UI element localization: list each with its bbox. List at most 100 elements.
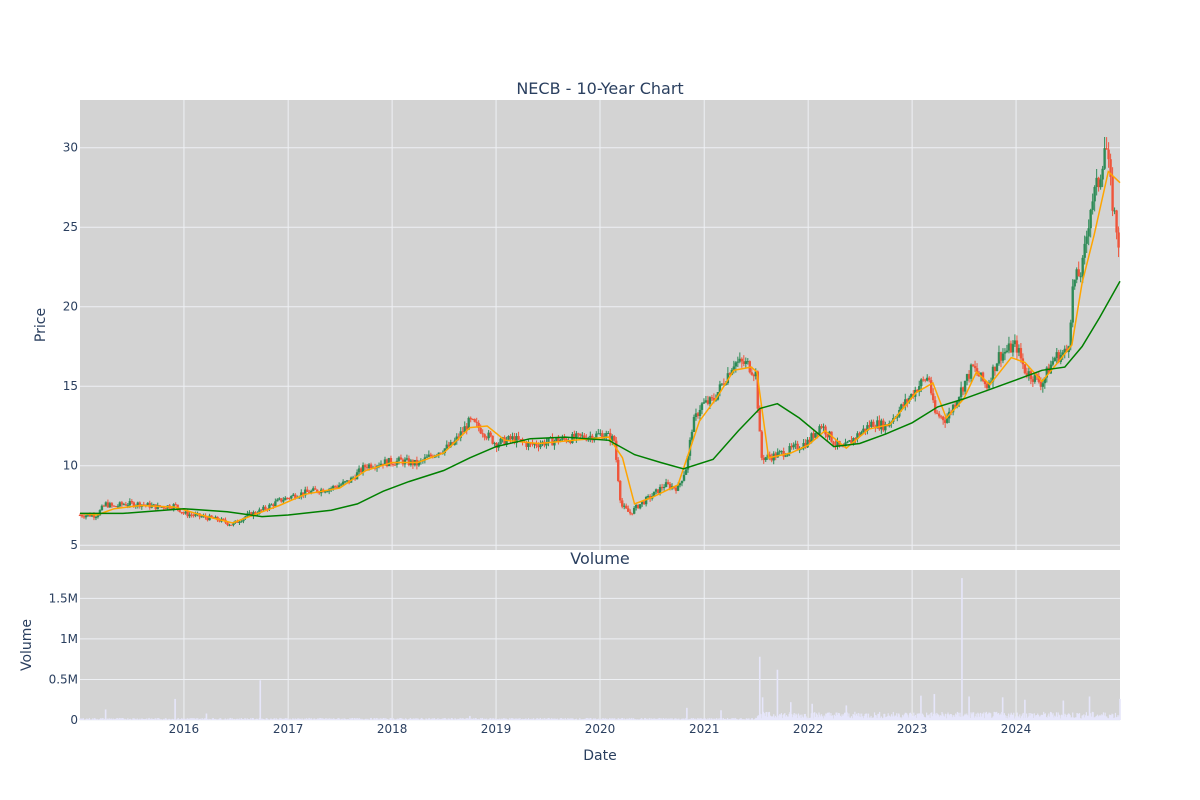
candle-up [1083,243,1086,258]
volume-bar [1003,713,1005,720]
volume-bar [110,718,112,720]
volume-bar [465,718,467,720]
volume-bar [1038,716,1041,720]
candle-up [862,428,865,433]
volume-bar [179,719,181,720]
volume-bar [1105,716,1107,720]
volume-bar [1112,714,1114,720]
volume-bar [455,718,457,720]
volume-bar [639,718,642,720]
volume-bar [707,718,709,720]
volume-bar [832,718,835,720]
volume-bar [850,717,852,720]
volume-bar [730,718,732,720]
volume-bar [938,716,941,720]
candle-down [850,440,853,444]
volume-bar [835,712,837,720]
volume-bar [722,717,724,720]
volume-bar [914,714,917,720]
volume-bar [276,719,278,720]
candle-up [746,361,749,363]
candle-up [228,524,231,526]
volume-bar [725,718,727,720]
candle-down [621,500,624,507]
volume-bar [644,718,647,720]
volume-spike-bar [933,694,936,720]
candle-down [88,514,92,517]
volume-bar [294,718,296,720]
volume-bar [996,711,998,720]
volume-bar [907,715,909,720]
volume-bar [272,718,274,720]
volume-bar [914,716,916,720]
candle-up [682,474,686,481]
volume-bar [183,718,185,720]
candle-up [351,477,355,479]
volume-bar [716,719,718,720]
volume-bar [708,719,710,720]
volume-bar [301,718,303,720]
candle-down [820,426,823,428]
volume-bar [1006,715,1008,720]
volume-bar [355,718,357,720]
volume-bar [826,712,829,720]
candle-up [160,506,163,508]
volume-bar [467,717,469,720]
volume-bar [955,713,957,720]
volume-bar [144,719,146,720]
volume-bar [778,715,780,720]
volume-bar [1106,716,1108,720]
volume-bar [349,717,351,720]
volume-bar [607,719,609,720]
candle-up [361,465,365,473]
candle-up [1051,361,1054,365]
candle-down [967,374,971,379]
volume-bar [802,716,804,720]
volume-bar [227,718,229,720]
candle-up [736,361,740,363]
volume-bar [498,719,500,720]
volume-bar [685,718,687,720]
volume-bar [478,718,480,720]
volume-bar [1086,715,1088,720]
volume-bar [226,719,228,720]
volume-bar [820,716,822,720]
volume-bar [328,718,331,720]
volume-bar [966,713,968,720]
volume-bar [562,719,564,720]
volume-bar [304,719,307,720]
candle-up [754,371,757,377]
candle-down [531,443,534,445]
volume-bar [129,718,132,720]
volume-bar [831,716,833,720]
volume-bar [621,718,623,720]
candle-down [812,433,815,438]
volume-bar [246,718,249,720]
volume-bar [836,712,838,720]
volume-bar [1083,714,1085,720]
candle-down [206,517,209,521]
volume-bar [643,719,645,720]
candle-down [457,436,460,438]
volume-bar [97,719,99,720]
volume-bar [432,718,434,720]
candle-up [640,501,644,505]
candle-up [463,426,466,432]
volume-bar [485,718,487,720]
volume-bar [118,718,120,720]
volume-bar [978,713,980,720]
volume-bar [820,714,823,720]
volume-bar [241,719,243,720]
volume-bar [863,715,865,720]
volume-bar [873,712,876,720]
volume-bar [662,719,664,720]
candle-up [547,437,550,443]
volume-bar [354,718,356,720]
volume-bar [924,717,926,720]
candle-down [260,509,263,511]
volume-bar [79,718,81,720]
candle-up [397,457,401,461]
volume-bar [468,718,470,720]
candle-down [314,488,317,490]
volume-bar [220,718,222,720]
